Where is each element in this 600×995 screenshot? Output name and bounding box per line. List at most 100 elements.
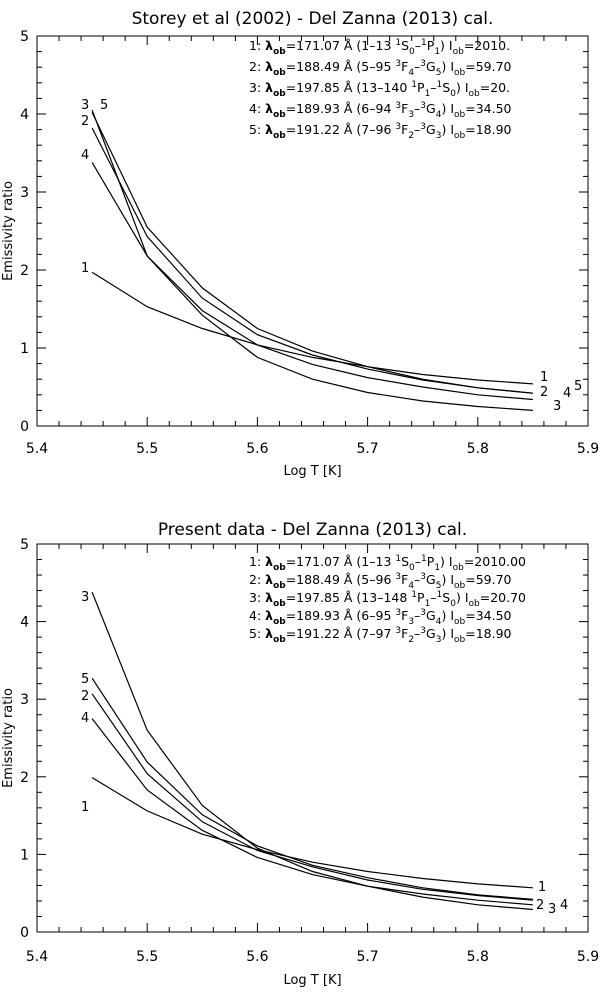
bottom-chart-panel: Present data - Del Zanna (2013) cal. 5.4 5… [1,520,599,988]
legend-term1: F [401,122,408,137]
series-label-left-4: 4 [81,148,89,163]
series-label-left-2: 2 [81,114,89,129]
legend-close: ) [441,608,450,623]
legend-number: 3: [249,590,265,605]
legend-term1: F [401,626,408,641]
legend-intensity-label: I [450,59,454,74]
legend-lambda: λ [265,572,273,587]
legend-term2-subscript: 3 [436,635,442,645]
legend-wavelength: =191.22 Å (7–97 [286,626,396,641]
series-line-1 [91,271,533,385]
legend-term1-superscript: 3 [395,608,401,618]
legend-wavelength: =197.85 Å (13–140 [286,80,412,95]
legend-intensity-value: =20.70 [480,590,526,605]
y-tick-label: 1 [20,341,29,357]
legend-intensity-subscript: ob [454,581,466,591]
y-tick-label: 3 [20,185,29,201]
legend-term2-subscript: 4 [436,617,442,627]
legend-entry-4: 4: λob=189.93 Å (6–95 3F3–3G4) Iob=34.50 [249,608,512,627]
legend-close: ) [440,554,449,569]
legend-intensity-value: =18.90 [465,122,511,137]
legend-entry-3: 3: λob=197.85 Å (13–148 1P1–1S0) Iob=20.… [249,590,526,609]
legend-term1-superscript: 1 [411,80,417,90]
legend-entry-5: 5: λob=191.22 Å (7–96 3F2–3G3) Iob=18.90 [249,122,512,141]
legend-dash: – [414,608,420,623]
x-axis-label: Log T [K] [283,973,341,988]
series-label-right-3: 3 [553,399,561,414]
legend-term1-subscript: 0 [409,47,415,57]
legend-wavelength: =197.85 Å (13–148 [286,590,412,605]
y-tick-label: 1 [20,847,29,863]
legend-term1-superscript: 3 [395,101,401,111]
legend-term1: S [401,554,409,569]
legend-number: 4: [249,608,265,623]
series-label-right-2: 2 [536,898,544,913]
legend-number: 2: [249,59,265,74]
legend-lambda: λ [265,626,273,641]
series-label-right-4: 4 [560,898,568,913]
series-label-left-5: 5 [81,672,89,687]
legend-lambda: λ [265,608,273,623]
legend-term1-subscript: 3 [408,617,414,627]
legend-term2-superscript: 3 [420,101,426,111]
chart-title: Storey et al (2002) - Del Zanna (2013) c… [132,9,494,29]
legend-intensity-label: I [450,572,454,587]
legend-term1: F [401,101,408,116]
series-label-left-3: 3 [81,98,89,113]
legend-term1-superscript: 1 [395,38,401,48]
legend-term2-superscript: 3 [420,608,426,618]
legend-term1-subscript: 3 [408,110,414,120]
legend-close: ) [456,590,465,605]
legend-number: 3: [249,80,265,95]
legend-entry-1: 1: λob=171.07 Å (1–13 1S0–1P1) Iob=2010. [249,38,510,57]
x-axis-label: Log T [K] [283,464,341,479]
y-axis-label: Emissivity ratio [1,688,16,788]
legend-term2: G [426,101,436,116]
legend-lambda: λ [265,554,273,569]
legend-term1: S [401,38,409,53]
legend-intensity-value: =59.70 [465,59,511,74]
legend-term2: S [442,80,450,95]
legend-term1-superscript: 1 [395,554,401,564]
x-tick-label: 5.8 [467,949,489,965]
legend-number: 5: [249,122,265,137]
series-label-right-2: 2 [540,385,548,400]
series-line-4 [91,162,533,401]
legend-intensity-subscript: ob [469,89,481,99]
legend-term2-subscript: 3 [436,131,442,141]
legend-entry-1: 1: λob=171.07 Å (1–13 1S0–1P1) Iob=2010.… [249,554,526,573]
legend-intensity-subscript: ob [454,617,466,627]
legend-lambda: λ [265,122,273,137]
legend-term1-subscript: 2 [408,131,414,141]
legend-term2-subscript: 0 [450,89,456,99]
legend-entry-3: 3: λob=197.85 Å (13–140 1P1–1S0) Iob=20. [249,80,510,99]
legend-wavelength: =188.49 Å (5–96 [286,572,396,587]
legend-intensity-subscript: ob [453,47,465,57]
series-label-right-1: 1 [540,370,548,385]
legend-entry-2: 2: λob=188.49 Å (5–96 3F4–3G5) Iob=59.70 [249,572,512,591]
series-line-5 [91,677,533,900]
y-tick-label: 5 [20,29,29,45]
legend-dash: – [414,626,420,641]
series-line-2 [91,693,533,901]
legend-term1-subscript: 4 [408,68,414,78]
legend-lambda-subscript: ob [273,599,286,609]
legend-intensity-subscript: ob [454,68,466,78]
legend-number: 5: [249,626,265,641]
series-line-2 [91,127,533,394]
legend-dash: – [415,554,421,569]
legend-term1: F [401,608,408,623]
legend-intensity-label: I [465,80,469,95]
series-label-left-1: 1 [81,261,89,276]
legend-term2-superscript: 3 [420,122,426,132]
legend-intensity-value: =18.90 [465,626,511,641]
legend-term1-subscript: 2 [408,635,414,645]
legend-term2-superscript: 3 [420,59,426,69]
legend-term2: P [427,38,435,53]
legend-close: ) [441,101,450,116]
legend-term2: G [426,572,436,587]
legend-intensity-label: I [465,590,469,605]
plot-frame [36,35,589,427]
plot-frame [36,543,589,933]
legend-term2-subscript: 5 [436,68,442,78]
